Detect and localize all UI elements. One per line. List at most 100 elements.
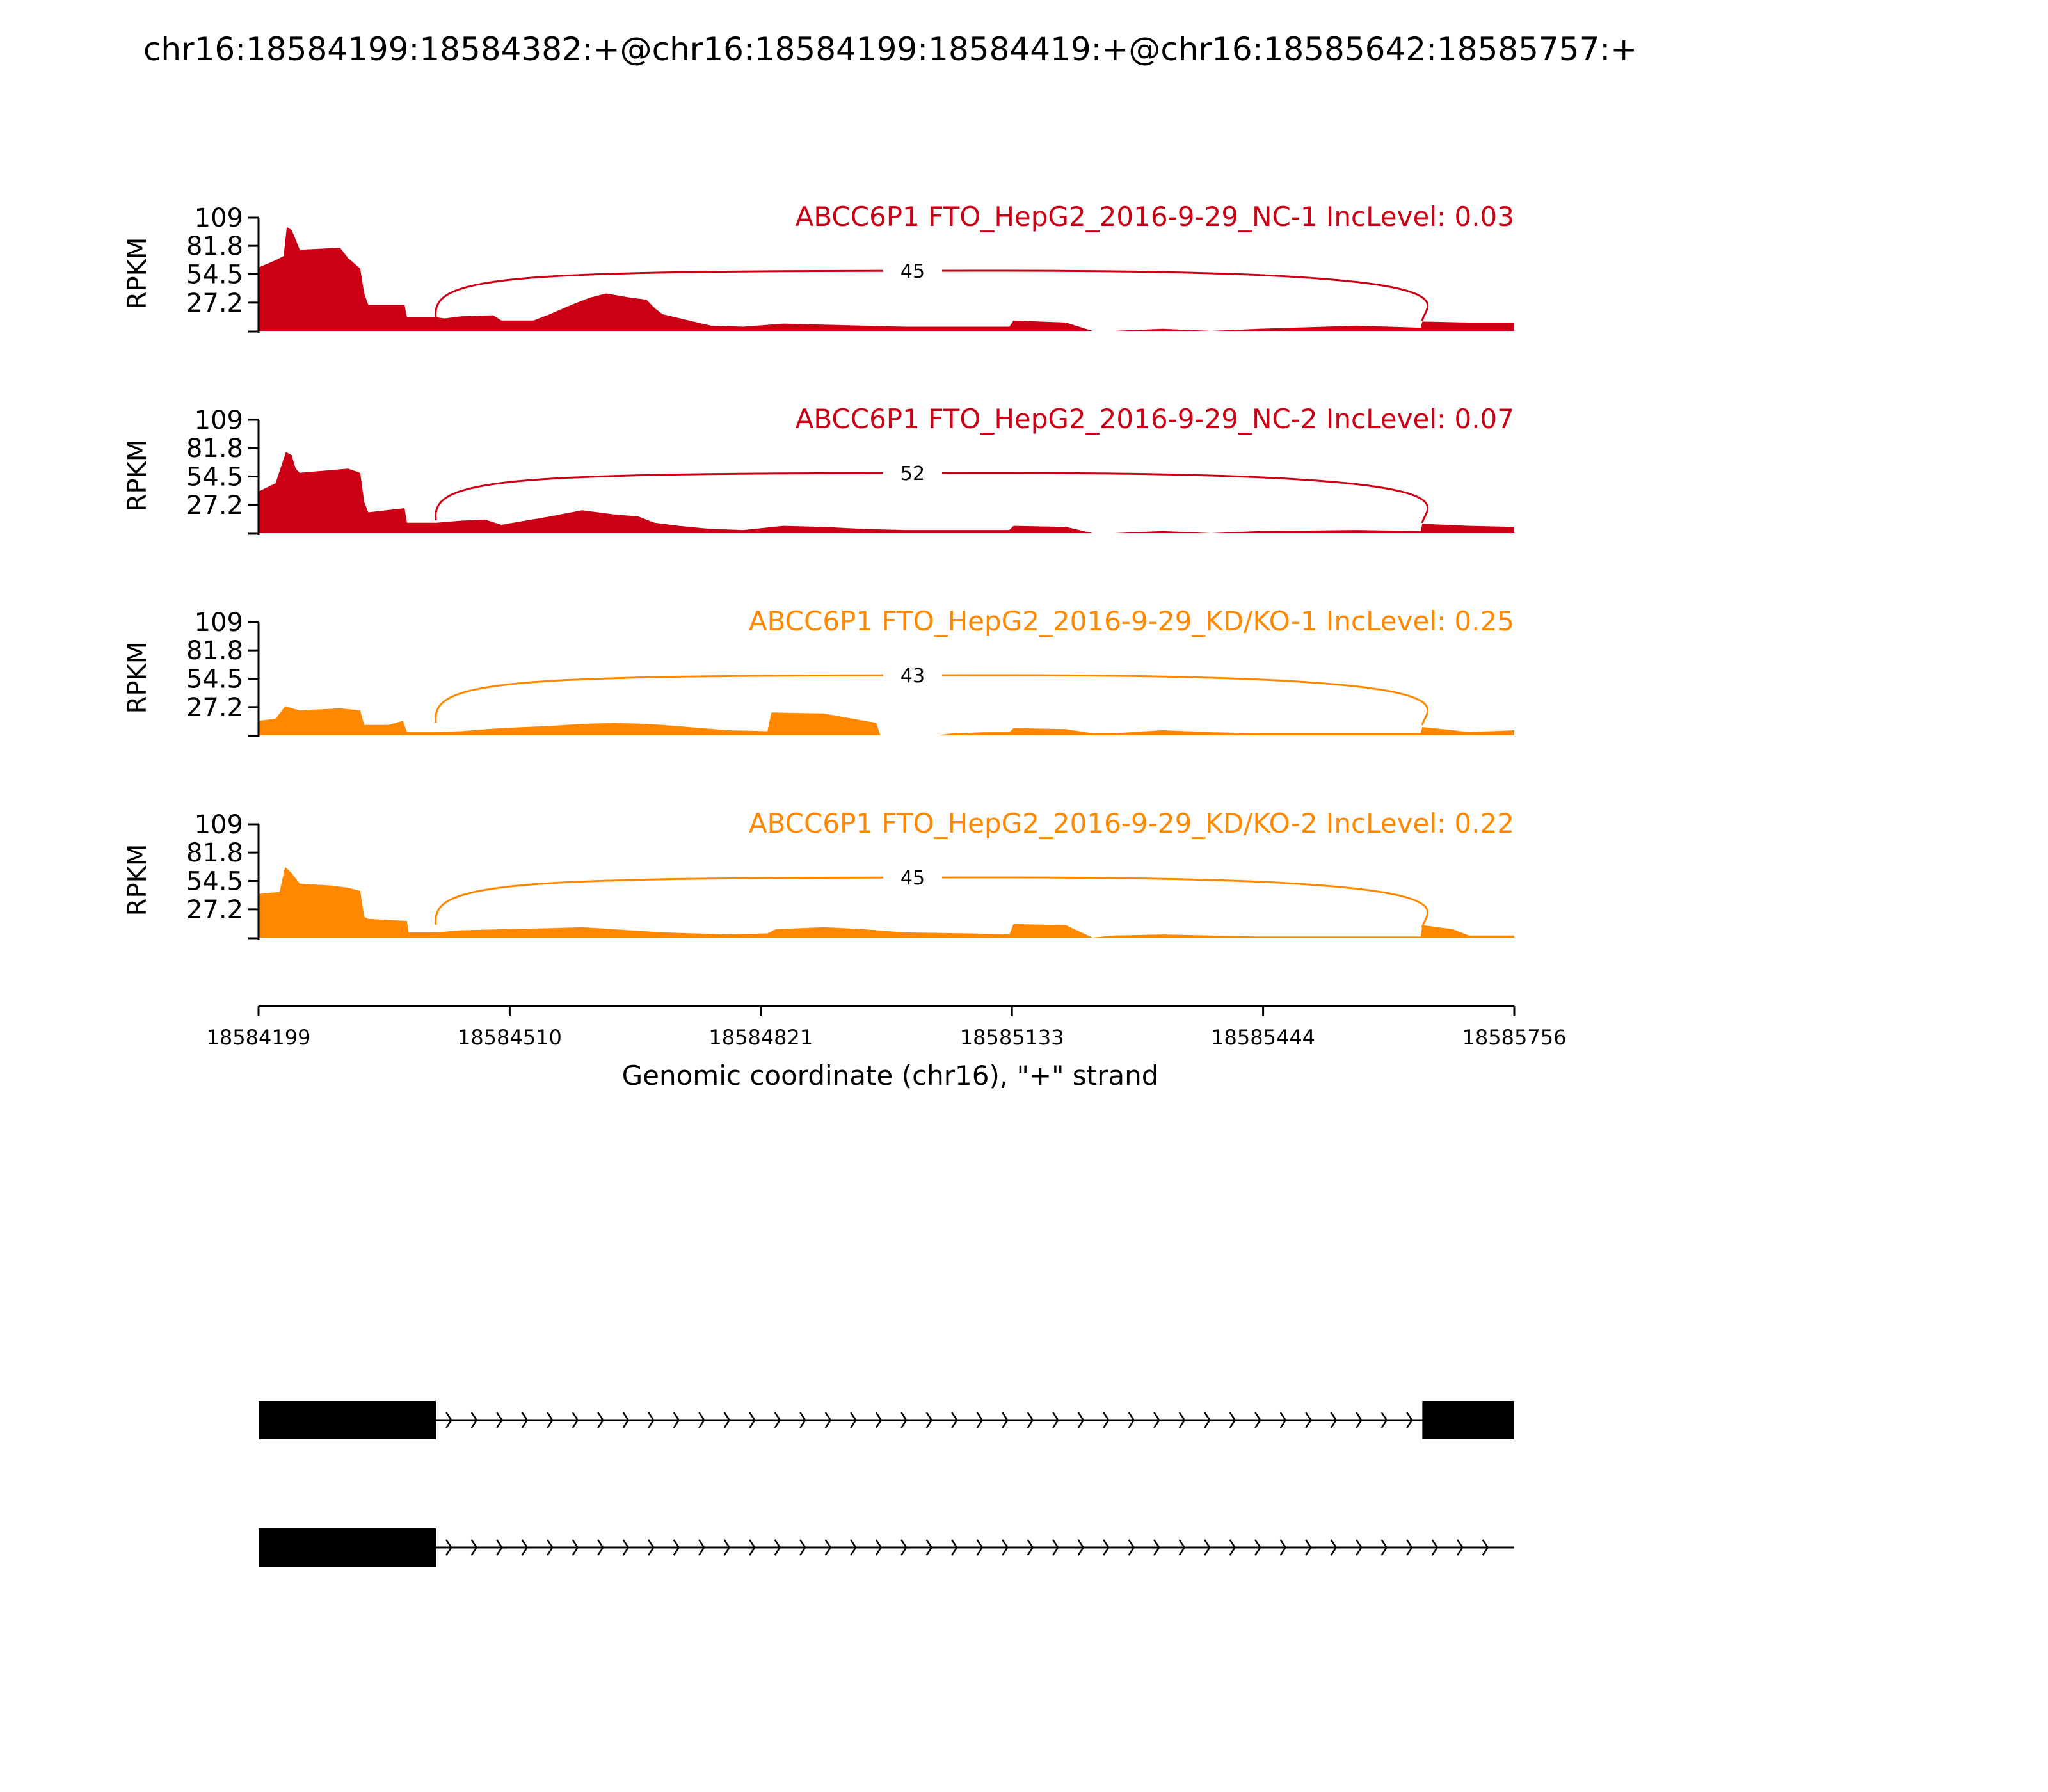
strand-arrow: [470, 1539, 478, 1556]
y-tick-label: 81.8: [186, 636, 243, 666]
strand-arrow: [799, 1539, 806, 1556]
track-title: ABCC6P1 FTO_HepG2_2016-9-29_NC-2 IncLeve…: [796, 403, 1514, 435]
strand-arrow: [1153, 1539, 1160, 1556]
junction-arc: [435, 269, 1429, 321]
junction-count-label: 45: [900, 867, 925, 890]
exon-block: [259, 1401, 436, 1439]
strand-arrow: [951, 1412, 958, 1428]
strand-arrow: [622, 1539, 630, 1556]
strand-arrow: [1027, 1412, 1034, 1428]
strand-arrow: [1027, 1539, 1034, 1556]
strand-arrow: [1204, 1539, 1211, 1556]
strand-arrow: [1077, 1412, 1085, 1428]
y-tick-label: 54.5: [186, 867, 243, 897]
strand-arrow: [521, 1412, 529, 1428]
strand-arrow: [572, 1412, 579, 1428]
x-tick-label: 18585444: [1211, 1025, 1315, 1050]
y-tick-label: 27.2: [186, 491, 243, 520]
strand-arrow: [1153, 1412, 1160, 1428]
y-tick-label: 109: [195, 608, 243, 637]
y-axis-label: RPKM: [123, 642, 152, 714]
strand-arrow: [1431, 1539, 1439, 1556]
strand-arrow: [698, 1412, 705, 1428]
strand-arrow: [774, 1412, 781, 1428]
strand-arrow: [496, 1412, 503, 1428]
strand-arrow: [824, 1412, 832, 1428]
y-tick-label: 81.8: [186, 434, 243, 463]
strand-arrow: [1178, 1412, 1186, 1428]
strand-arrow: [976, 1539, 984, 1556]
x-tick-label: 18585756: [1462, 1025, 1567, 1050]
strand-arrow: [824, 1539, 832, 1556]
track-title: ABCC6P1 FTO_HepG2_2016-9-29_NC-1 IncLeve…: [796, 201, 1514, 232]
strand-arrow: [1204, 1412, 1211, 1428]
strand-arrow: [925, 1412, 933, 1428]
strand-arrow: [445, 1539, 452, 1556]
strand-arrow: [547, 1539, 554, 1556]
strand-arrow: [470, 1412, 478, 1428]
track-2: 52 ABCC6P1 FTO_HepG2_2016-9-29_NC-2 IncLe…: [123, 403, 1514, 535]
strand-arrow: [622, 1412, 630, 1428]
x-tick-label: 18584821: [708, 1025, 813, 1050]
strand-arrow: [1229, 1539, 1236, 1556]
coverage-area: [259, 452, 1514, 533]
strand-arrow: [850, 1412, 857, 1428]
strand-arrow: [1356, 1412, 1363, 1428]
strand-arrow: [445, 1412, 452, 1428]
strand-arrow: [774, 1539, 781, 1556]
exon-block: [259, 1528, 436, 1567]
strand-arrow: [1229, 1412, 1236, 1428]
strand-arrow: [1002, 1412, 1009, 1428]
strand-arrow: [1279, 1539, 1287, 1556]
strand-arrow: [1077, 1539, 1085, 1556]
strand-arrow: [1305, 1412, 1312, 1428]
strand-arrow: [749, 1539, 756, 1556]
strand-arrow: [1279, 1412, 1287, 1428]
y-tick-label: 54.5: [186, 260, 243, 290]
strand-arrow: [1482, 1539, 1489, 1556]
x-tick-label: 18584510: [458, 1025, 562, 1050]
junction-label-bg: [883, 863, 942, 892]
strand-arrow: [723, 1412, 731, 1428]
strand-arrow: [1380, 1539, 1388, 1556]
strand-arrow: [1330, 1412, 1338, 1428]
plot-title: chr16:18584199:18584382:+@chr16:18584199…: [143, 31, 1637, 68]
y-tick-label: 27.2: [186, 693, 243, 723]
junction-count-label: 45: [900, 260, 925, 283]
strand-arrow: [900, 1539, 908, 1556]
y-tick-label: 109: [195, 810, 243, 840]
strand-arrow: [1457, 1539, 1464, 1556]
strand-arrow: [648, 1412, 655, 1428]
strand-arrow: [1406, 1539, 1413, 1556]
strand-arrow: [1254, 1412, 1261, 1428]
strand-arrow: [521, 1539, 529, 1556]
x-tick-label: 18585133: [960, 1025, 1064, 1050]
strand-arrow: [572, 1539, 579, 1556]
isoform-1: [259, 1401, 1514, 1439]
y-tick-label: 109: [195, 204, 243, 233]
strand-arrow: [925, 1539, 933, 1556]
y-tick-label: 27.2: [186, 895, 243, 925]
junction-label-bg: [883, 661, 942, 689]
strand-arrow: [1052, 1412, 1059, 1428]
strand-arrow: [1305, 1539, 1312, 1556]
strand-arrow: [723, 1539, 731, 1556]
strand-arrow: [875, 1539, 883, 1556]
junction-count-label: 43: [900, 665, 925, 687]
junction-arc: [435, 472, 1429, 524]
coverage-area: [259, 867, 1514, 938]
strand-arrow: [875, 1412, 883, 1428]
y-tick-label: 54.5: [186, 463, 243, 492]
strand-arrow: [1330, 1539, 1338, 1556]
strand-arrow: [673, 1539, 680, 1556]
strand-arrow: [1103, 1412, 1110, 1428]
strand-arrow: [597, 1539, 604, 1556]
track-title: ABCC6P1 FTO_HepG2_2016-9-29_KD/KO-1 IncL…: [749, 605, 1514, 637]
junction-label-bg: [883, 257, 942, 285]
junction-count-label: 52: [900, 463, 925, 485]
y-tick-label: 109: [195, 406, 243, 435]
track-1: 45 ABCC6P1 FTO_HepG2_2016-9-29_NC-1 IncLe…: [123, 201, 1514, 333]
coverage-area: [259, 227, 1514, 331]
strand-arrow: [749, 1412, 756, 1428]
